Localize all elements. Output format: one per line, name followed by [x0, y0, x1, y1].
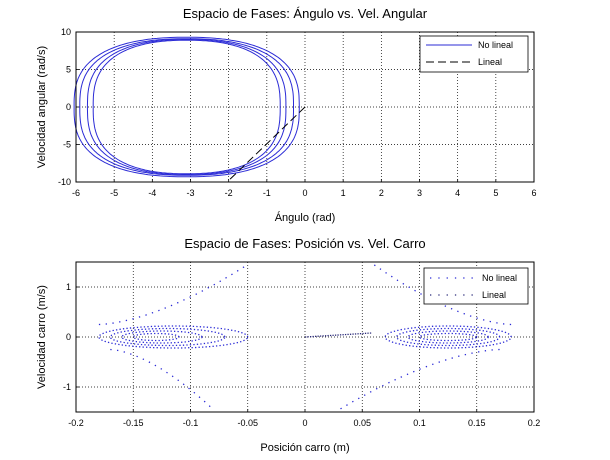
no-lineal-orbit-1 [79, 38, 294, 176]
y-tick-label: -1 [63, 382, 71, 392]
y-tick-label: 5 [66, 65, 71, 75]
no-lineal-arc-0 [98, 263, 249, 326]
legend-box [423, 267, 529, 305]
x-tick-label: -2 [225, 188, 233, 198]
no-lineal-loop-0 [98, 325, 249, 349]
x-tick-label: 3 [417, 188, 422, 198]
chart-cart-phase: Espacio de Fases: Posición vs. Vel. Carr… [36, 236, 540, 454]
x-tick-label: -3 [186, 188, 194, 198]
no-lineal-loop-5 [395, 327, 501, 347]
y-tick-label: -10 [58, 177, 71, 187]
plot-area [98, 263, 512, 411]
legend: No lineal Lineal [423, 267, 529, 305]
x-tick-label: -0.15 [123, 418, 144, 428]
no-lineal-orbit-0 [73, 36, 300, 178]
legend: No lineal Lineal [419, 35, 529, 73]
no-lineal-orbit-3 [92, 39, 281, 175]
y-tick-label: 1 [66, 282, 71, 292]
x-tick-label: -0.1 [183, 418, 199, 428]
lineal-line [304, 332, 372, 338]
x-tick-label: 5 [493, 188, 498, 198]
x-tick-label: 0.1 [413, 418, 426, 428]
no-lineal-loop-2 [121, 330, 203, 344]
lineal-line [228, 106, 306, 181]
chart-title: Espacio de Fases: Ángulo vs. Vel. Angula… [183, 6, 428, 21]
x-tick-label: 4 [455, 188, 460, 198]
x-tick-label: 0.15 [468, 418, 486, 428]
x-tick-label: 0.05 [353, 418, 371, 428]
x-axis-label: Posición carro (m) [260, 442, 349, 454]
x-tick-label: 2 [379, 188, 384, 198]
x-tick-label: -1 [263, 188, 271, 198]
x-tick-label: -5 [110, 188, 118, 198]
axes-frame [75, 261, 535, 413]
x-tick-label: 1 [341, 188, 346, 198]
y-axis-label: Velocidad angular (rad/s) [36, 46, 48, 168]
legend-label-lineal: Lineal [482, 290, 506, 300]
chart-angle-phase: Espacio de Fases: Ángulo vs. Vel. Angula… [36, 6, 537, 224]
x-tick-label: 0 [302, 188, 307, 198]
no-lineal-arc-1 [110, 348, 214, 410]
x-axis-label: Ángulo (rad) [275, 211, 336, 224]
legend-box [419, 35, 529, 73]
y-tick-label: 0 [66, 332, 71, 342]
x-tick-label: -0.2 [68, 418, 84, 428]
axes-frame [75, 31, 535, 183]
x-tick-label: 6 [531, 188, 536, 198]
x-tick-label: 0.2 [528, 418, 541, 428]
y-axis-label: Velocidad carro (m/s) [36, 285, 48, 389]
plot-area [73, 36, 306, 181]
legend-label-lineal: Lineal [478, 57, 502, 67]
tick-labels: -0.2 -0.15 -0.1 -0.05 0 0.05 0.1 0.15 0.2 1 0 -1 [63, 282, 540, 428]
y-tick-label: 10 [61, 27, 71, 37]
x-tick-label: -6 [72, 188, 80, 198]
no-lineal-loop-7 [418, 332, 478, 342]
chart-title: Espacio de Fases: Posición vs. Vel. Carr… [184, 236, 425, 251]
y-tick-label: -5 [63, 140, 71, 150]
no-lineal-arc-2 [338, 348, 500, 411]
x-tick-label: 0 [302, 418, 307, 428]
no-lineal-loop-6 [407, 330, 489, 344]
x-tick-label: -0.05 [237, 418, 258, 428]
x-tick-label: -4 [148, 188, 156, 198]
y-tick-label: 0 [66, 102, 71, 112]
legend-label-no-lineal: No lineal [478, 40, 513, 50]
legend-label-no-lineal: No lineal [482, 273, 517, 283]
no-lineal-loop-4 [384, 325, 512, 349]
